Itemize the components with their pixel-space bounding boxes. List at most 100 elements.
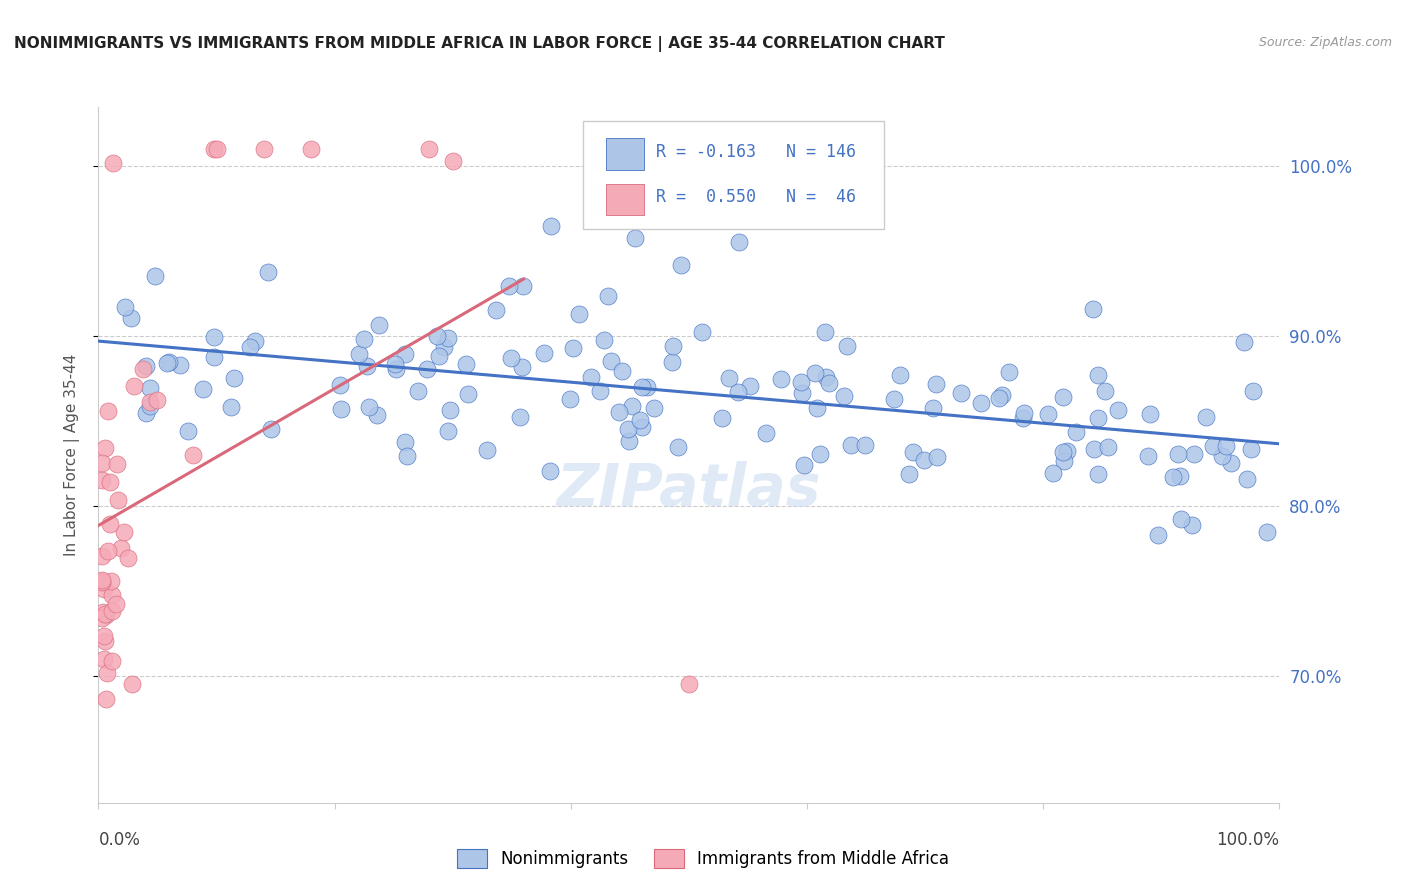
- Point: [396, 449, 419, 463]
- Point: [110, 541, 132, 555]
- Point: [814, 325, 837, 339]
- Point: [94, 441, 117, 455]
- Point: [366, 408, 388, 422]
- Point: [239, 340, 262, 354]
- Point: [512, 278, 534, 293]
- Point: [1161, 470, 1184, 484]
- Point: [93, 582, 115, 597]
- Point: [1053, 454, 1076, 468]
- Point: [1240, 442, 1263, 457]
- Text: R = -0.163   N = 146: R = -0.163 N = 146: [655, 144, 856, 161]
- Point: [1233, 334, 1256, 349]
- Point: [1182, 447, 1205, 461]
- Point: [353, 332, 375, 346]
- Point: [853, 437, 876, 451]
- Point: [810, 447, 832, 461]
- Text: 100.0%: 100.0%: [1216, 830, 1279, 848]
- Point: [661, 354, 683, 368]
- Point: [385, 362, 408, 376]
- Point: [243, 334, 266, 348]
- Point: [509, 410, 531, 425]
- Point: [790, 375, 813, 389]
- Point: [806, 401, 828, 416]
- Point: [901, 445, 924, 459]
- Point: [620, 399, 643, 413]
- Point: [202, 350, 225, 364]
- Point: [1056, 444, 1078, 458]
- Point: [330, 401, 353, 416]
- Point: [612, 364, 634, 378]
- Point: [356, 359, 378, 373]
- Point: [817, 376, 839, 391]
- Point: [104, 597, 127, 611]
- Point: [897, 467, 920, 482]
- Point: [394, 347, 416, 361]
- Point: [101, 654, 124, 668]
- Point: [949, 385, 972, 400]
- Point: [538, 464, 561, 478]
- Point: [456, 357, 478, 371]
- Point: [1181, 517, 1204, 532]
- Point: [101, 588, 124, 602]
- Point: [636, 380, 658, 394]
- Point: [105, 457, 128, 471]
- Point: [394, 434, 416, 449]
- Point: [1107, 402, 1129, 417]
- Point: [347, 347, 370, 361]
- Point: [94, 633, 117, 648]
- Point: [690, 325, 713, 339]
- Point: [427, 349, 450, 363]
- Point: [568, 307, 591, 321]
- Point: [156, 356, 179, 370]
- Point: [987, 391, 1010, 405]
- Point: [643, 401, 665, 415]
- Point: [1241, 384, 1264, 399]
- Point: [191, 382, 214, 396]
- Point: [991, 388, 1014, 402]
- Point: [727, 384, 749, 399]
- Point: [889, 368, 911, 382]
- Point: [711, 411, 734, 425]
- Point: [1136, 449, 1159, 463]
- Point: [91, 611, 114, 625]
- Point: [1236, 472, 1258, 486]
- Point: [93, 607, 115, 621]
- Point: [792, 386, 814, 401]
- Point: [441, 154, 464, 169]
- Point: [1087, 410, 1109, 425]
- Point: [96, 666, 118, 681]
- Point: [181, 448, 204, 462]
- Text: NONIMMIGRANTS VS IMMIGRANTS FROM MIDDLE AFRICA IN LABOR FORCE | AGE 35-44 CORREL: NONIMMIGRANTS VS IMMIGRANTS FROM MIDDLE …: [14, 36, 945, 52]
- FancyBboxPatch shape: [606, 138, 644, 169]
- Point: [97, 544, 120, 558]
- Point: [837, 339, 859, 353]
- Point: [617, 422, 640, 436]
- FancyBboxPatch shape: [582, 121, 884, 229]
- Point: [498, 279, 520, 293]
- Point: [257, 265, 280, 279]
- Point: [624, 231, 647, 245]
- Point: [617, 434, 640, 449]
- Point: [91, 575, 114, 590]
- Point: [418, 143, 440, 157]
- Point: [997, 365, 1019, 379]
- Point: [143, 269, 166, 284]
- Point: [202, 143, 225, 157]
- Point: [101, 156, 124, 170]
- Point: [169, 358, 191, 372]
- Point: [592, 333, 614, 347]
- Point: [96, 607, 118, 622]
- Point: [1256, 525, 1278, 540]
- Text: ZIPatlas: ZIPatlas: [557, 461, 821, 518]
- Point: [1012, 411, 1035, 425]
- Point: [426, 328, 449, 343]
- Point: [718, 371, 741, 385]
- Point: [727, 235, 749, 250]
- Point: [121, 677, 143, 691]
- Point: [814, 370, 837, 384]
- Point: [146, 393, 169, 408]
- Point: [666, 440, 689, 454]
- Point: [1194, 409, 1216, 424]
- Point: [1167, 447, 1189, 461]
- Point: [139, 399, 162, 413]
